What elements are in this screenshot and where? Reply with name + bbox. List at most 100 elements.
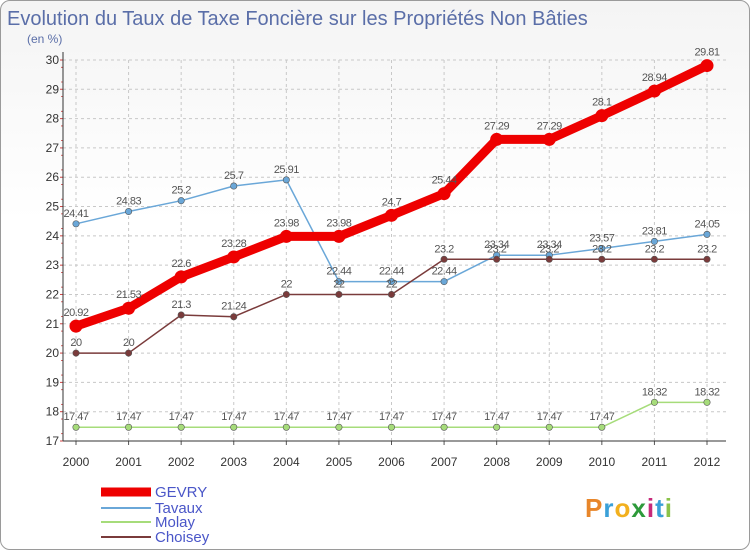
data-label-tavaux: 25.7 [224,170,244,182]
logo-letter: i [647,493,655,523]
y-tick-label: 27 [46,141,60,155]
data-point-tavaux [440,278,448,286]
data-label-gevry: 20.92 [63,307,88,319]
data-point-choisey [230,313,238,321]
y-tick-label: 26 [46,170,60,184]
data-label-molay: 18.32 [694,386,719,398]
data-label-tavaux: 23.81 [642,225,667,237]
data-point-tavaux [387,278,395,286]
x-tick-label: 2010 [588,455,615,469]
data-label-tavaux: 22.44 [432,266,457,278]
data-label-tavaux: 24.05 [694,218,719,230]
y-tick-label: 18 [46,405,60,419]
data-label-choisey: 21.3 [171,299,191,311]
y-tick-label: 21 [46,317,60,331]
legend-label-tavaux: Tavaux [155,500,203,517]
y-tick-label: 22 [46,287,60,301]
data-point-gevry [490,132,504,146]
data-point-tavaux [125,208,133,216]
data-point-choisey [335,290,343,298]
x-tick-label: 2009 [536,455,563,469]
data-point-gevry [385,208,398,222]
data-label-molay: 17.47 [537,411,562,423]
series-gevry [69,59,714,333]
data-label-tavaux: 22.44 [379,266,404,278]
data-label-molay: 17.47 [116,411,141,423]
legend-label-molay: Molay [155,514,196,531]
data-label-molay: 17.47 [169,411,194,423]
x-tick-label: 2002 [168,455,195,469]
logo-letter: x [631,493,646,523]
data-label-choisey: 23.2 [540,243,560,255]
y-tick-label: 25 [46,200,60,214]
data-label-gevry: 27.29 [537,120,562,132]
data-point-gevry [437,187,451,201]
x-tick-label: 2008 [483,455,510,469]
data-point-choisey [703,255,711,263]
legend-label-gevry: GEVRY [155,484,207,501]
data-point-tavaux [177,197,185,205]
data-label-molay: 17.47 [379,411,404,423]
data-label-gevry: 27.29 [484,120,509,132]
data-point-tavaux [72,220,80,228]
data-label-gevry: 22.6 [171,258,191,270]
data-point-gevry [122,301,136,315]
data-label-choisey: 23.2 [487,243,507,255]
data-point-molay [72,423,80,431]
data-label-molay: 18.32 [642,386,667,398]
series-choisey [72,255,711,357]
data-label-choisey: 22 [386,278,398,290]
data-label-choisey: 20 [123,337,135,349]
data-label-choisey: 22 [333,278,345,290]
data-point-molay [598,423,606,431]
data-point-gevry [332,229,346,243]
data-point-gevry [174,270,188,284]
data-point-gevry [69,319,83,333]
data-label-choisey: 22 [281,278,293,290]
data-point-tavaux [650,237,658,245]
y-tick-label: 30 [46,53,60,67]
data-point-molay [703,398,711,406]
logo-letter: r [603,493,614,523]
data-point-molay [230,423,238,431]
data-point-molay [440,423,448,431]
x-tick-label: 2003 [220,455,247,469]
chart-subtitle: (en %) [27,32,62,46]
logo-letter: i [665,493,673,523]
x-tick-label: 2006 [378,455,405,469]
data-point-tavaux [703,230,711,238]
data-label-molay: 17.47 [274,411,299,423]
logo-letter: t [655,493,665,523]
data-label-gevry: 21.53 [116,289,141,301]
data-point-tavaux [230,182,238,190]
series-layer [69,59,714,431]
data-point-choisey [282,290,290,298]
data-point-molay [177,423,185,431]
data-point-choisey [72,349,80,357]
x-tick-label: 2005 [326,455,353,469]
data-label-choisey: 20 [70,337,82,349]
data-point-choisey [545,255,553,263]
data-point-gevry [595,109,609,123]
y-tick-label: 29 [46,82,60,96]
data-point-gevry [647,84,661,98]
series-molay [72,398,711,431]
data-point-molay [545,423,553,431]
y-tick-label: 20 [46,346,60,360]
data-point-gevry [700,59,714,73]
data-label-molay: 17.47 [589,411,614,423]
data-label-gevry: 24.7 [382,196,402,208]
data-label-tavaux: 24.83 [116,196,141,208]
data-label-choisey: 23.2 [592,243,612,255]
data-point-tavaux [598,244,606,252]
data-point-molay [335,423,343,431]
data-point-choisey [650,255,658,263]
data-point-molay [650,398,658,406]
y-tick-label: 17 [46,434,60,448]
x-tick-label: 2012 [694,455,721,469]
data-label-molay: 17.47 [63,411,88,423]
data-point-molay [493,423,501,431]
x-tick-label: 2011 [642,455,668,469]
